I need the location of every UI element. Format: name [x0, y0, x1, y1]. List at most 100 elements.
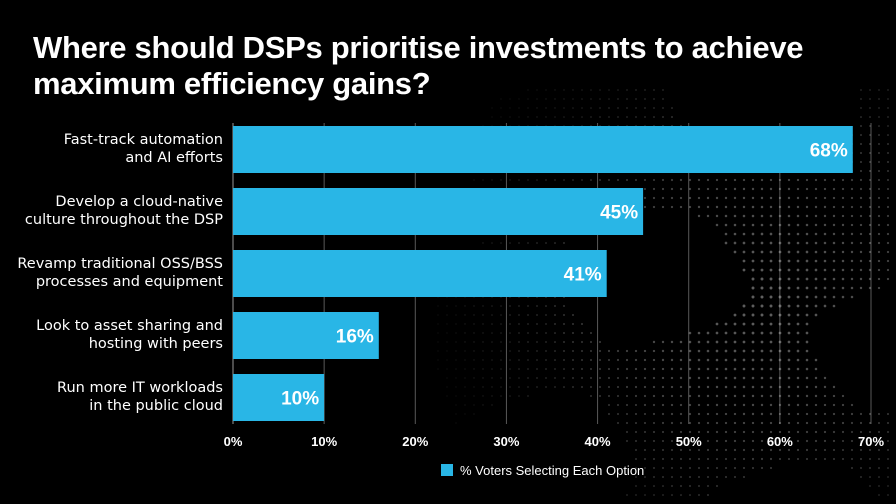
background-dot [589, 349, 593, 353]
background-dot [886, 268, 890, 272]
background-dot [509, 377, 511, 379]
background-dot [742, 466, 746, 470]
background-dot [814, 421, 818, 425]
background-dot [778, 430, 782, 434]
background-dot [464, 386, 466, 388]
background-dot [706, 412, 710, 416]
background-dot [679, 412, 683, 416]
background-dot [634, 367, 638, 371]
background-dot [805, 286, 809, 290]
x-tick-label: 30% [493, 434, 519, 449]
background-dot [670, 439, 674, 443]
background-dot [689, 476, 691, 478]
background-dot [724, 394, 728, 398]
background-dot [850, 412, 854, 416]
background-dot [778, 232, 782, 236]
background-dot [500, 179, 502, 181]
background-dot [634, 421, 638, 425]
background-dot [688, 376, 692, 380]
background-dot [796, 187, 800, 191]
background-dot [707, 494, 709, 496]
background-dot [814, 430, 818, 434]
background-dot [670, 205, 674, 209]
background-dot [724, 205, 728, 209]
background-dot [554, 179, 556, 181]
background-dot [751, 277, 755, 281]
background-dot [787, 187, 791, 191]
background-dot [590, 89, 592, 91]
background-dot [581, 368, 583, 370]
background-dot [581, 341, 583, 343]
background-dot [877, 169, 881, 173]
background-dot [778, 295, 782, 299]
background-dot [643, 403, 647, 407]
background-dot [886, 178, 890, 182]
background-dot [805, 268, 809, 272]
background-dot [796, 178, 800, 182]
background-dot [697, 430, 701, 434]
background-dot [670, 430, 674, 434]
background-dot [473, 404, 475, 406]
background-dot [527, 368, 529, 370]
background-dot [464, 350, 466, 352]
background-dot [778, 268, 782, 272]
background-dot [787, 367, 791, 371]
background-dot [446, 350, 448, 352]
background-dot [805, 223, 809, 227]
background-dot [742, 268, 746, 272]
background-dot [814, 367, 818, 371]
background-dot [886, 259, 890, 263]
background-dot [724, 376, 728, 380]
background-dot [625, 358, 629, 362]
background-dot [500, 368, 502, 370]
background-dot [823, 421, 827, 425]
background-dot [796, 295, 800, 299]
background-dot [869, 116, 871, 118]
background-dot [832, 187, 836, 191]
background-dot [455, 377, 457, 379]
background-dot [751, 223, 755, 227]
background-dot [877, 196, 881, 200]
background-dot [715, 358, 719, 362]
background-dot [518, 305, 520, 307]
background-dot [751, 430, 755, 434]
background-dot [662, 476, 664, 478]
background-dot [860, 467, 862, 469]
background-dot [482, 368, 484, 370]
background-dot [473, 314, 475, 316]
background-dot [751, 214, 755, 218]
background-dot [760, 385, 764, 389]
background-dot [877, 421, 881, 425]
background-dot [653, 494, 655, 496]
background-dot [715, 457, 719, 461]
background-dot [652, 205, 656, 209]
background-dot [518, 341, 520, 343]
background-dot [626, 98, 628, 100]
background-dot [679, 457, 683, 461]
background-dot [805, 304, 809, 308]
background-dot [733, 322, 737, 326]
category-label-line: Look to asset sharing and [36, 318, 223, 334]
background-dot [860, 143, 862, 145]
background-dot [787, 277, 791, 281]
background-dot [607, 394, 611, 398]
background-dot [706, 421, 710, 425]
background-dot [581, 89, 583, 91]
background-dot [886, 412, 890, 416]
x-tick-label: 20% [402, 434, 428, 449]
background-dot [778, 250, 782, 254]
background-dot [724, 331, 728, 335]
background-dot [733, 349, 737, 353]
background-dot [661, 421, 665, 425]
background-dot [760, 358, 764, 362]
background-dot [733, 367, 737, 371]
background-dot [464, 395, 466, 397]
background-dot [868, 196, 872, 200]
background-dot [670, 412, 674, 416]
background-dot [769, 358, 773, 362]
background-dot [652, 403, 656, 407]
background-dot [742, 358, 746, 362]
background-dot [778, 340, 782, 344]
background-dot [769, 466, 773, 470]
